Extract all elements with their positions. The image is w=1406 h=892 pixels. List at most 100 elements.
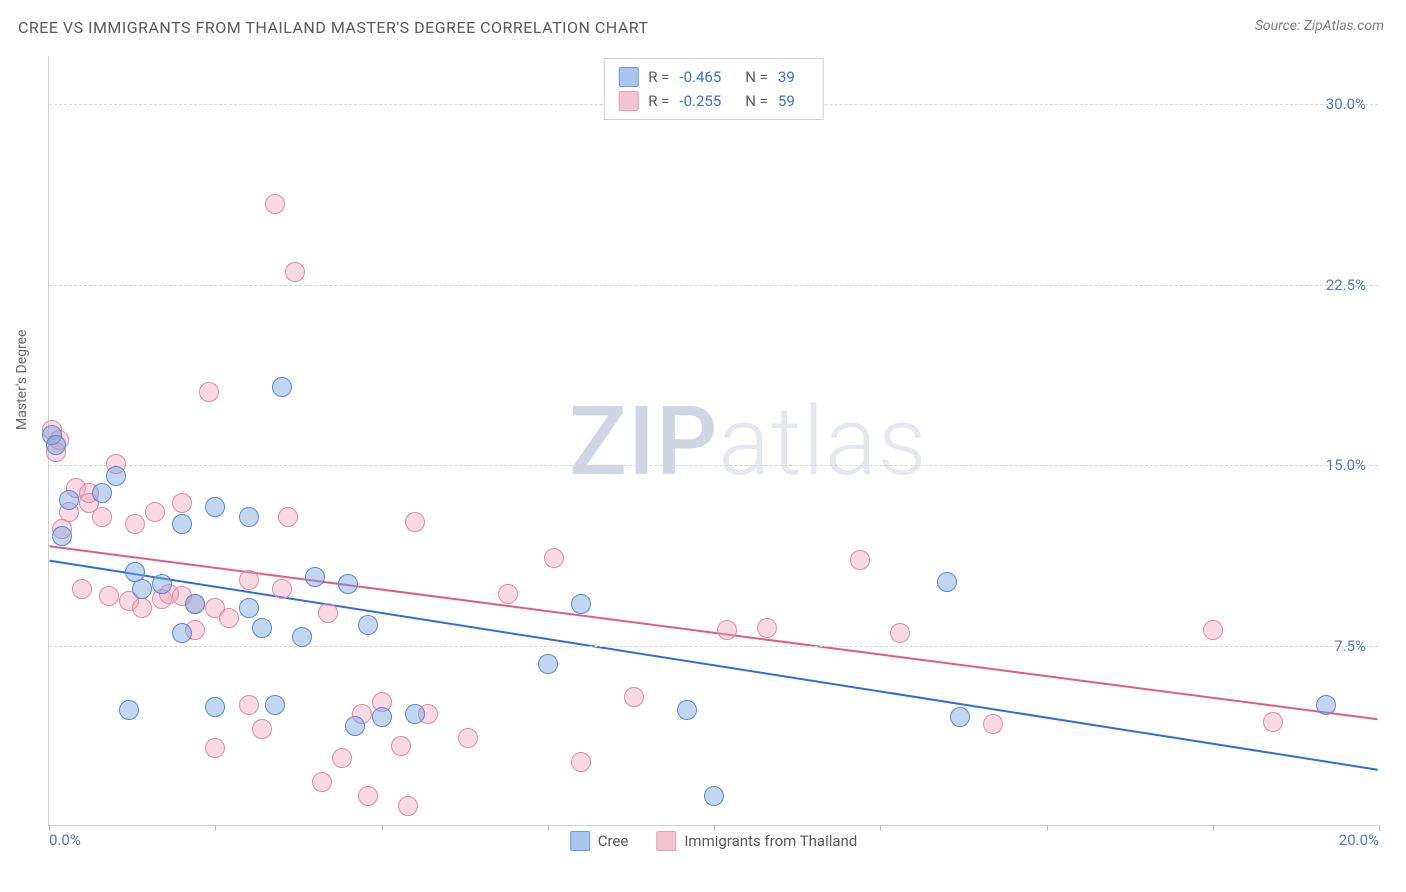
data-point [106,466,126,486]
data-point [239,507,259,527]
data-point [624,687,644,707]
data-point [458,728,478,748]
source-link[interactable]: ZipAtlas.com [1304,18,1384,34]
data-point [172,514,192,534]
data-point [239,570,259,590]
y-tick-label: 15.0% [1326,456,1366,474]
n-label: N = [745,68,768,86]
data-point [1203,620,1223,640]
data-point [152,574,172,594]
r-label: R = [648,92,669,110]
data-point [1316,695,1336,715]
gridline [49,465,1378,466]
y-axis-label: Master's Degree [14,330,30,430]
series-legend: Cree Immigrants from Thailand [570,831,858,851]
data-point [285,262,305,282]
data-point [538,654,558,674]
data-point [219,608,239,628]
scatter-plot-area: ZIPatlas R = -0.465 N = 39 R = -0.255 N … [48,56,1378,826]
x-tick-label: 0.0% [49,831,81,849]
data-point [398,796,418,816]
legend-label-thailand: Immigrants from Thailand [684,832,857,850]
data-point [205,497,225,517]
data-point [205,697,225,717]
data-point [92,507,112,527]
data-point [265,695,285,715]
n-value-thailand: 59 [778,92,795,110]
data-point [92,483,112,503]
data-point [983,714,1003,734]
data-point [544,548,564,568]
data-point [145,502,165,522]
n-value-cree: 39 [778,68,795,86]
legend-label-cree: Cree [598,832,629,850]
data-point [265,194,285,214]
r-value-cree: -0.465 [679,68,721,86]
correlation-legend-box: R = -0.465 N = 39 R = -0.255 N = 59 [603,58,824,120]
gridline [49,285,1378,286]
data-point [119,700,139,720]
data-point [172,493,192,513]
data-point [391,736,411,756]
swatch-cree [570,831,590,851]
r-value-thailand: -0.255 [679,92,721,110]
y-tick-label: 30.0% [1326,95,1366,113]
data-point [172,623,192,643]
data-point [704,786,724,806]
x-tick-mark [548,825,549,831]
x-tick-mark [382,825,383,831]
r-label: R = [648,68,669,86]
data-point [345,716,365,736]
y-tick-label: 7.5% [1334,637,1366,655]
data-point [239,695,259,715]
data-point [318,603,338,623]
x-tick-mark [1213,825,1214,831]
data-point [272,377,292,397]
x-tick-mark [1379,825,1380,831]
gridline [49,646,1378,647]
swatch-thailand [618,91,638,111]
source-label: Source: [1255,18,1304,34]
legend-item-thailand: Immigrants from Thailand [656,831,857,851]
trend-line [49,561,1377,770]
data-point [252,618,272,638]
chart-title: CREE VS IMMIGRANTS FROM THAILAND MASTER'… [18,18,649,37]
data-point [358,786,378,806]
data-point [405,512,425,532]
data-point [358,615,378,635]
data-point [312,772,332,792]
data-point [125,514,145,534]
data-point [405,704,425,724]
x-tick-mark [215,825,216,831]
data-point [677,700,697,720]
data-point [99,586,119,606]
data-point [571,594,591,614]
data-point [239,598,259,618]
legend-row-cree: R = -0.465 N = 39 [618,65,809,89]
data-point [132,598,152,618]
data-point [272,579,292,599]
data-point [185,594,205,614]
data-point [252,719,272,739]
watermark: ZIPatlas [569,386,927,498]
y-tick-label: 22.5% [1326,276,1366,294]
data-point [498,584,518,604]
x-tick-mark [880,825,881,831]
swatch-cree [618,67,638,87]
data-point [850,550,870,570]
data-point [59,490,79,510]
data-point [72,579,92,599]
x-tick-mark [714,825,715,831]
data-point [292,627,312,647]
data-point [757,618,777,638]
data-point [332,748,352,768]
data-point [199,382,219,402]
data-point [278,507,298,527]
data-point [205,738,225,758]
legend-row-thailand: R = -0.255 N = 59 [618,89,809,113]
chart-source: Source: ZipAtlas.com [1255,18,1384,34]
data-point [52,526,72,546]
data-point [1263,712,1283,732]
swatch-thailand [656,831,676,851]
data-point [46,435,66,455]
